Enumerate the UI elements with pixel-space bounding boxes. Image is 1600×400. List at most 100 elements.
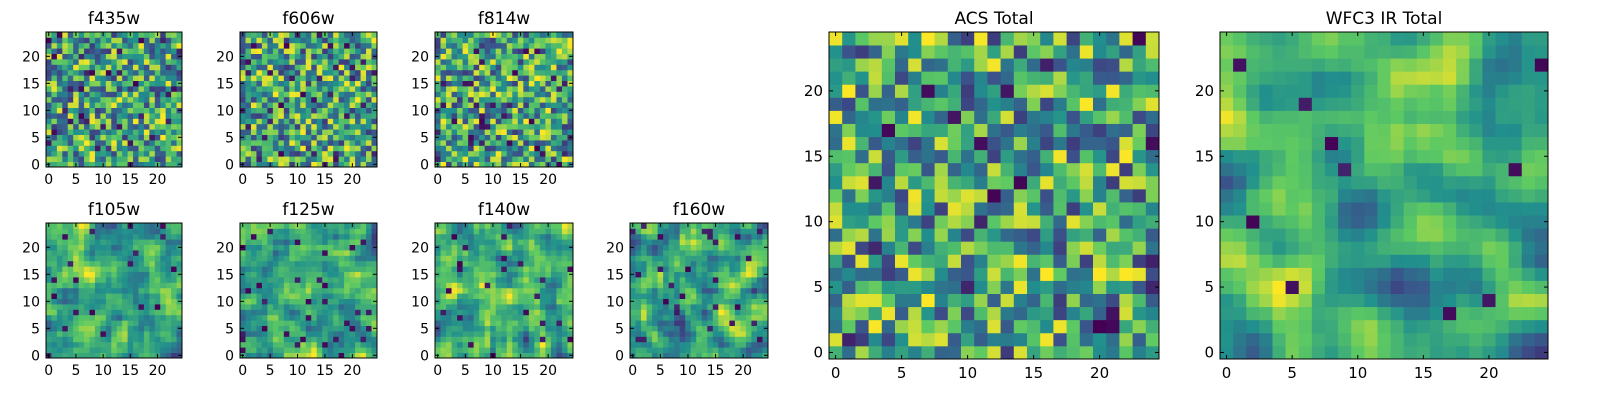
heatmap-cell bbox=[921, 345, 935, 360]
heatmap-cell bbox=[94, 331, 101, 337]
heatmap-cell bbox=[94, 123, 101, 130]
heatmap-cell bbox=[46, 118, 52, 125]
heatmap-cell bbox=[712, 255, 719, 262]
heatmap-cell bbox=[62, 75, 69, 81]
heatmap-cell bbox=[89, 260, 96, 267]
heatmap-cell bbox=[446, 352, 452, 359]
heatmap-cell bbox=[657, 341, 664, 348]
heatmap-cell bbox=[245, 352, 252, 359]
heatmap-cell bbox=[355, 228, 361, 235]
heatmap-cell bbox=[539, 352, 546, 359]
heatmap-cell bbox=[176, 233, 183, 240]
x-tick-label: 0 bbox=[433, 363, 442, 379]
heatmap-cell bbox=[1132, 162, 1147, 177]
heatmap-cell bbox=[545, 260, 552, 267]
heatmap-cell bbox=[272, 53, 279, 60]
heatmap-cell bbox=[51, 102, 58, 108]
heatmap-cell bbox=[762, 250, 769, 256]
axes-frame bbox=[434, 31, 574, 168]
heatmap-cell bbox=[668, 298, 675, 305]
heatmap-cell bbox=[512, 123, 519, 130]
heatmap-cell bbox=[473, 352, 480, 359]
heatmap-cell bbox=[556, 239, 563, 245]
heatmap-cell bbox=[490, 336, 497, 343]
heatmap-cell bbox=[561, 91, 568, 98]
heatmap-cell bbox=[278, 102, 285, 108]
heatmap-cell bbox=[143, 42, 150, 49]
heatmap-cell bbox=[734, 336, 741, 343]
heatmap-cell bbox=[316, 347, 323, 353]
heatmap-cell bbox=[751, 228, 758, 235]
heatmap-cell bbox=[250, 80, 257, 87]
heatmap-cell bbox=[94, 293, 101, 299]
heatmap-cell bbox=[355, 282, 361, 289]
heatmap-cell bbox=[138, 64, 145, 71]
heatmap-cell bbox=[240, 113, 246, 119]
heatmap-cell bbox=[100, 233, 107, 240]
heatmap-cell bbox=[46, 331, 52, 337]
heatmap-cell bbox=[338, 320, 345, 326]
heatmap-cell bbox=[435, 123, 441, 130]
heatmap-cell bbox=[89, 80, 96, 87]
heatmap-cell bbox=[528, 250, 535, 256]
heatmap-cell bbox=[556, 255, 563, 262]
heatmap-cell bbox=[116, 113, 123, 119]
heatmap-cell bbox=[51, 42, 58, 49]
heatmap-cell bbox=[67, 161, 74, 168]
heatmap-cell bbox=[122, 64, 128, 71]
heatmap-cell bbox=[473, 48, 480, 54]
heatmap-cell bbox=[501, 107, 508, 114]
heatmap-cell bbox=[523, 96, 530, 103]
heatmap-cell bbox=[490, 325, 497, 332]
heatmap-cell bbox=[355, 102, 361, 108]
heatmap-cell bbox=[272, 118, 279, 125]
heatmap-cell bbox=[360, 298, 367, 305]
heatmap-cell bbox=[283, 96, 290, 103]
heatmap-cell bbox=[484, 48, 491, 54]
heatmap-cell bbox=[73, 80, 80, 87]
heatmap-cell bbox=[333, 314, 340, 321]
heatmap-cell bbox=[105, 266, 112, 272]
heatmap-cell bbox=[468, 53, 475, 60]
heatmap-cell bbox=[523, 314, 530, 321]
heatmap-cell bbox=[473, 293, 480, 299]
heatmap-cell bbox=[51, 37, 58, 44]
heatmap-cell bbox=[127, 331, 134, 337]
heatmap-cell bbox=[501, 118, 508, 125]
heatmap-cell bbox=[545, 314, 552, 321]
heatmap-cell bbox=[105, 304, 112, 310]
heatmap-cell bbox=[517, 91, 524, 98]
heatmap-cell bbox=[143, 341, 150, 348]
heatmap-cell bbox=[829, 306, 843, 321]
heatmap-cell bbox=[490, 123, 497, 130]
heatmap-cell bbox=[842, 306, 856, 321]
heatmap-cell bbox=[176, 86, 183, 92]
heatmap-cell bbox=[176, 48, 183, 54]
heatmap-cell bbox=[116, 331, 123, 337]
heatmap-cell bbox=[745, 336, 752, 343]
heatmap-cell bbox=[495, 96, 502, 103]
heatmap-cell bbox=[462, 53, 469, 60]
heatmap-cell bbox=[635, 255, 642, 262]
heatmap-cell bbox=[539, 325, 546, 332]
heatmap-cell bbox=[751, 255, 758, 262]
heatmap-cell bbox=[143, 277, 150, 283]
heatmap-cell bbox=[62, 352, 69, 359]
heatmap-cell bbox=[322, 309, 329, 316]
heatmap-cell bbox=[51, 59, 58, 65]
heatmap-cell bbox=[94, 228, 101, 235]
heatmap-cell bbox=[250, 266, 257, 272]
heatmap-cell bbox=[556, 80, 563, 87]
heatmap-cell bbox=[1066, 162, 1081, 177]
heatmap-cell bbox=[534, 266, 541, 272]
heatmap-cell bbox=[127, 260, 134, 267]
heatmap-cell bbox=[635, 347, 642, 353]
heatmap-cell bbox=[256, 341, 263, 348]
heatmap-cell bbox=[261, 298, 268, 305]
heatmap-cell bbox=[111, 113, 118, 119]
heatmap-cell bbox=[723, 287, 730, 294]
heatmap-cell bbox=[349, 59, 356, 65]
heatmap-cell bbox=[240, 64, 246, 71]
heatmap-cell bbox=[349, 86, 356, 92]
heatmap-cell bbox=[1132, 280, 1147, 294]
